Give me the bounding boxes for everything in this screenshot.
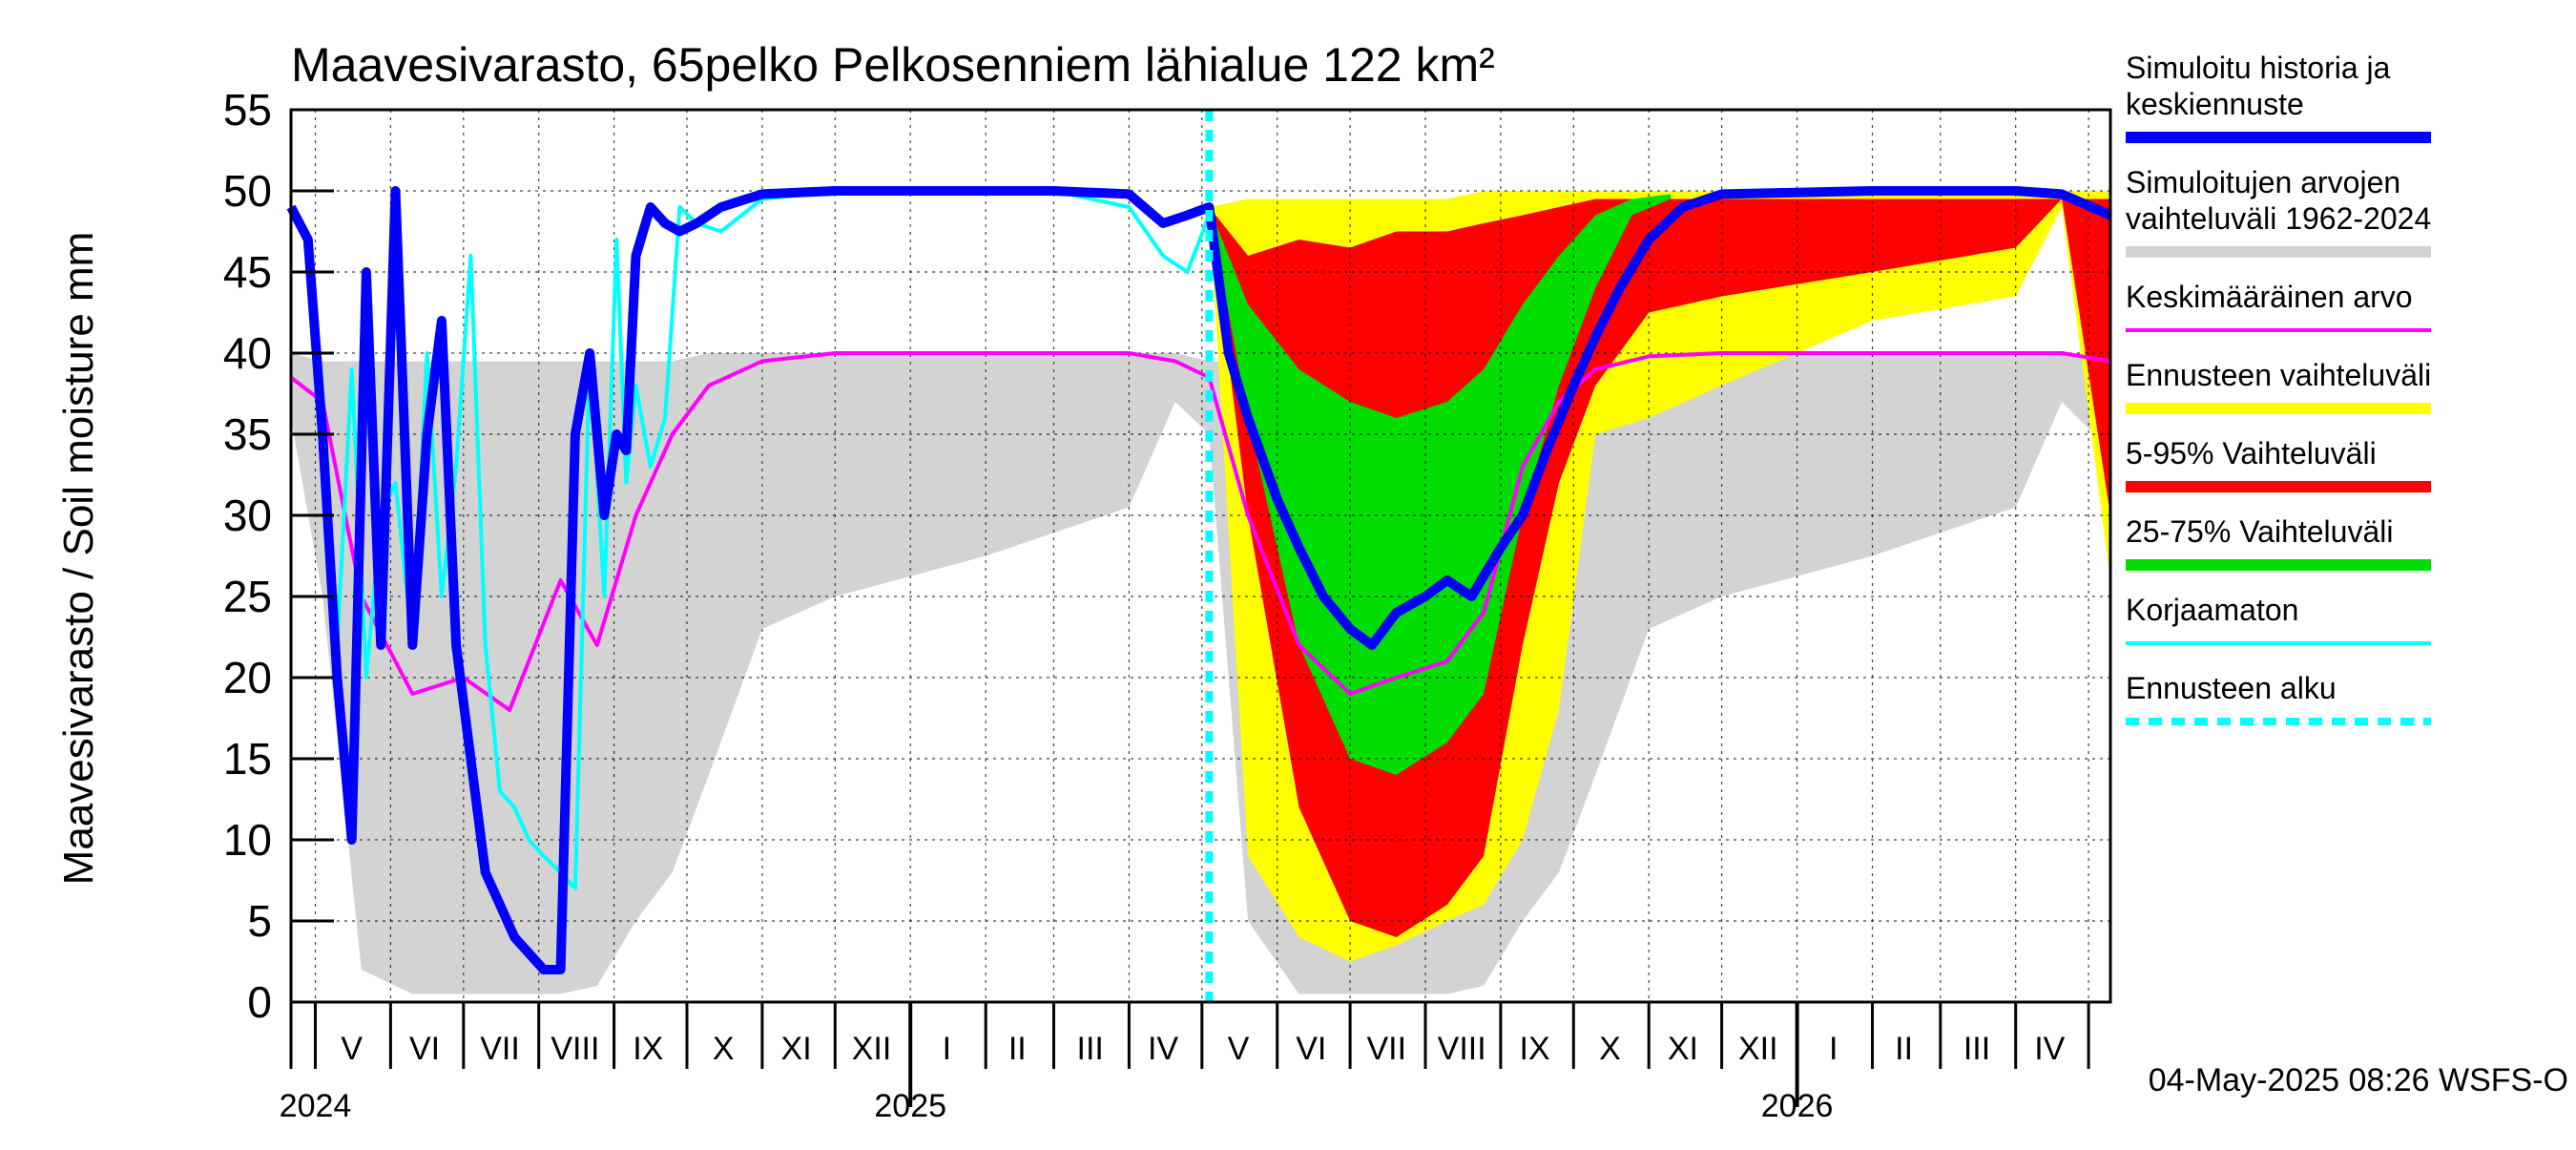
x-month-label: XII [852, 1031, 892, 1067]
legend-label: Korjaamaton [2126, 593, 2298, 627]
x-month-label: II [1895, 1031, 1913, 1067]
line-layer [286, 110, 2112, 1002]
x-month-label: X [1599, 1031, 1621, 1067]
y-tick-label: 30 [223, 491, 272, 540]
legend-item-ennusteen-alku: Ennusteen alku [2126, 671, 2431, 725]
x-year-label: 2024 [280, 1088, 352, 1124]
legend: Simuloitu historia jakeskiennusteSimuloi… [2126, 51, 2431, 725]
x-month-label: XI [781, 1031, 812, 1067]
legend-label: 5-95% Vaihteluväli [2126, 436, 2377, 470]
y-tick-label: 40 [223, 328, 272, 378]
band-layer [291, 191, 2110, 994]
x-month-label: IX [633, 1031, 663, 1067]
x-month-label: IV [2034, 1031, 2065, 1067]
footer-timestamp: 04-May-2025 08:26 WSFS-O [2149, 1062, 2568, 1098]
y-tick-label: 5 [247, 896, 272, 946]
x-month-label: IV [1148, 1031, 1178, 1067]
legend-label: Ennusteen alku [2126, 671, 2337, 705]
x-month-label: II [1008, 1031, 1027, 1067]
x-month-label: VII [480, 1031, 520, 1067]
legend-label: Simuloitu historia ja [2126, 51, 2391, 85]
band-5-95-vaihteluvali [1209, 199, 2110, 937]
x-month-label: I [943, 1031, 951, 1067]
x-month-label: VII [1367, 1031, 1407, 1067]
legend-item-keskimaarainen-arvo: Keskimääräinen arvo [2126, 280, 2431, 332]
band-25-75-vaihteluvali [1209, 194, 1672, 775]
x-month-label: III [1077, 1031, 1104, 1067]
x-month-label: I [1829, 1031, 1838, 1067]
x-month-label: VIII [1438, 1031, 1486, 1067]
legend-label: vaihteluväli 1962-2024 [2126, 201, 2431, 236]
x-year-label: 2025 [874, 1088, 946, 1124]
y-tick-label: 45 [223, 247, 272, 297]
x-month-label: IX [1520, 1031, 1550, 1067]
legend-label: keskiennuste [2126, 87, 2304, 121]
y-tick-label: 15 [223, 734, 272, 784]
chart-title: Maavesivarasto, 65pelko Pelkosenniem läh… [291, 38, 1495, 92]
x-year-label: 2026 [1761, 1088, 1834, 1124]
x-month-label: V [1228, 1031, 1250, 1067]
grid-layer [291, 110, 2110, 1002]
y-tick-label: 0 [247, 977, 272, 1027]
legend-label: 25-75% Vaihteluväli [2126, 514, 2393, 549]
line-simuloitu-historia-ja-keskiennuste [286, 186, 2112, 974]
legend-item-5-95-vaihteluvali: 5-95% Vaihteluväli [2126, 436, 2431, 492]
x-month-label: III [1963, 1031, 1990, 1067]
y-tick-label: 55 [223, 85, 272, 135]
x-month-label: XII [1738, 1031, 1778, 1067]
legend-item-25-75-vaihteluvali: 25-75% Vaihteluväli [2126, 514, 2431, 571]
line-keskimaarainen-arvo [289, 351, 2111, 712]
band-simuloitujen-arvojen-vaihteluvali-1962-2024 [291, 353, 2110, 994]
legend-item-ennusteen-vaihteluvali: Ennusteen vaihteluväli [2126, 358, 2431, 414]
y-tick-label: 50 [223, 166, 272, 216]
x-month-label: XI [1668, 1031, 1698, 1067]
x-month-label: VI [409, 1031, 440, 1067]
y-tick-label: 35 [223, 409, 272, 459]
y-axis-label: Maavesivarasto / Soil moisture mm [55, 232, 102, 886]
legend-label: Ennusteen vaihteluväli [2126, 358, 2431, 392]
y-tick-label: 20 [223, 653, 272, 702]
x-month-label: X [713, 1031, 735, 1067]
y-tick-label: 10 [223, 815, 272, 865]
x-month-label: V [341, 1031, 363, 1067]
legend-label: Simuloitujen arvojen [2126, 165, 2400, 199]
legend-item-korjaamaton: Korjaamaton [2126, 593, 2431, 645]
y-tick-label: 25 [223, 572, 272, 621]
x-month-label: VI [1296, 1031, 1326, 1067]
legend-label: Keskimääräinen arvo [2126, 280, 2413, 314]
x-month-label: VIII [551, 1031, 599, 1067]
